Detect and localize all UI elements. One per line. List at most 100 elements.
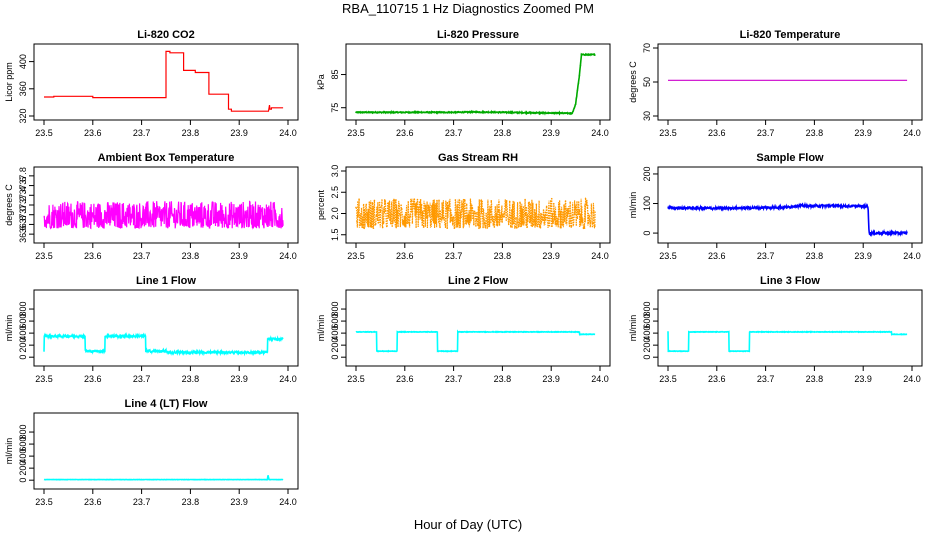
data-point bbox=[498, 224, 501, 226]
data-point bbox=[402, 223, 404, 226]
y-tick-label: 400 bbox=[18, 449, 28, 464]
data-point bbox=[391, 213, 393, 216]
data-point bbox=[474, 212, 476, 215]
data-point bbox=[406, 222, 409, 225]
data-point bbox=[480, 199, 482, 202]
x-tick-label: 23.8 bbox=[182, 374, 200, 384]
data-point bbox=[368, 201, 371, 203]
data-point bbox=[576, 217, 579, 220]
data-point bbox=[588, 219, 591, 221]
x-tick-label: 23.7 bbox=[445, 128, 463, 138]
y-tick-label: 360 bbox=[18, 81, 28, 96]
data-point bbox=[434, 204, 436, 207]
x-tick-label: 23.5 bbox=[35, 497, 53, 507]
x-tick-label: 23.7 bbox=[757, 251, 775, 261]
data-point bbox=[457, 223, 460, 225]
data-point bbox=[364, 213, 367, 216]
y-tick-label: 800 bbox=[18, 302, 28, 317]
data-point bbox=[425, 217, 428, 219]
y-tick-label: 600 bbox=[642, 314, 652, 329]
plot-frame bbox=[33, 289, 299, 367]
data-point bbox=[430, 220, 432, 222]
data-point bbox=[488, 209, 491, 211]
data-point bbox=[518, 225, 520, 228]
data-point bbox=[526, 226, 528, 228]
data-point bbox=[520, 206, 522, 208]
x-tick-label: 23.6 bbox=[396, 128, 414, 138]
panel-2: Li-820 Pressure kPa 23.5 23.6 23.7 23.8 23.9 24… bbox=[316, 29, 611, 138]
data-point bbox=[575, 224, 578, 226]
data-point bbox=[440, 217, 442, 220]
data-point bbox=[461, 203, 464, 205]
y-tick-label: 0 bbox=[642, 355, 652, 360]
data-point bbox=[593, 54, 596, 56]
x-tick-label: 23.5 bbox=[347, 374, 365, 384]
data-point bbox=[590, 211, 593, 214]
data-point bbox=[424, 204, 427, 207]
panel-title: Li-820 Pressure bbox=[437, 29, 519, 41]
data-point bbox=[398, 207, 400, 210]
data-point bbox=[437, 215, 439, 218]
data-point bbox=[496, 224, 499, 227]
x-tick-label: 23.9 bbox=[230, 497, 248, 507]
x-tick-label: 24.0 bbox=[279, 374, 297, 384]
data-point bbox=[502, 215, 505, 218]
data-point bbox=[373, 199, 376, 202]
data-point bbox=[439, 226, 441, 229]
x-axis-title: Hour of Day (UTC) bbox=[413, 517, 523, 532]
data-point bbox=[544, 218, 547, 221]
data-point bbox=[359, 215, 361, 217]
data-point bbox=[446, 227, 449, 230]
y-tick-label: 2.0 bbox=[330, 207, 340, 220]
x-tick-label: 23.9 bbox=[230, 374, 248, 384]
data-point bbox=[370, 226, 373, 228]
y-tick-label: 400 bbox=[330, 326, 340, 341]
x-tick-label: 24.0 bbox=[591, 374, 609, 384]
data-point bbox=[467, 223, 470, 225]
x-tick-label: 24.0 bbox=[591, 251, 609, 261]
data-point bbox=[465, 203, 468, 206]
data-point bbox=[460, 206, 463, 208]
data-point bbox=[528, 201, 530, 204]
data-point bbox=[560, 226, 562, 229]
data-point bbox=[431, 205, 433, 207]
y-tick-label: 3.0 bbox=[330, 165, 340, 178]
data-point bbox=[441, 202, 443, 204]
x-tick-label: 23.7 bbox=[133, 251, 151, 261]
data-point bbox=[404, 225, 406, 228]
x-tick-label: 23.6 bbox=[396, 374, 414, 384]
data-point bbox=[436, 199, 438, 202]
data-point bbox=[507, 223, 510, 226]
data-point bbox=[378, 201, 381, 204]
data-point bbox=[478, 227, 480, 230]
panel-1: Li-820 CO2 Licor ppm 23.5 23.6 23.7 23.8 23.9 2… bbox=[4, 29, 299, 138]
panel-8: Line 2 Flow ml/min 23.5 23.6 23.7 23.8 23.9 24.… bbox=[316, 275, 611, 384]
data-point bbox=[405, 213, 408, 216]
data-point bbox=[410, 199, 413, 202]
data-point bbox=[433, 213, 435, 216]
data-point bbox=[493, 226, 496, 228]
y-tick-label: 37.0 bbox=[18, 206, 28, 224]
series-line bbox=[355, 197, 596, 230]
data-point bbox=[551, 222, 554, 224]
data-point bbox=[573, 107, 576, 109]
panel-6: Sample Flow ml/min 23.5 23.6 23.7 23.8 23.9 24.… bbox=[628, 152, 923, 261]
data-point bbox=[532, 224, 535, 226]
y-tick-label: 200 bbox=[642, 166, 652, 181]
x-tick-label: 24.0 bbox=[279, 497, 297, 507]
data-point bbox=[371, 202, 374, 204]
y-axis-label: ml/min bbox=[316, 315, 326, 342]
data-point bbox=[449, 221, 452, 223]
x-tick-label: 23.5 bbox=[35, 251, 53, 261]
data-point bbox=[494, 206, 497, 208]
data-point bbox=[380, 205, 383, 207]
panel-title: Line 1 Flow bbox=[136, 275, 196, 287]
data-point bbox=[509, 225, 512, 228]
data-point bbox=[559, 215, 561, 218]
data-point bbox=[384, 209, 387, 212]
data-point bbox=[471, 204, 473, 207]
data-point bbox=[432, 219, 434, 222]
data-point bbox=[397, 225, 399, 227]
y-tick-label: 37.4 bbox=[18, 187, 28, 205]
data-point bbox=[423, 208, 426, 210]
